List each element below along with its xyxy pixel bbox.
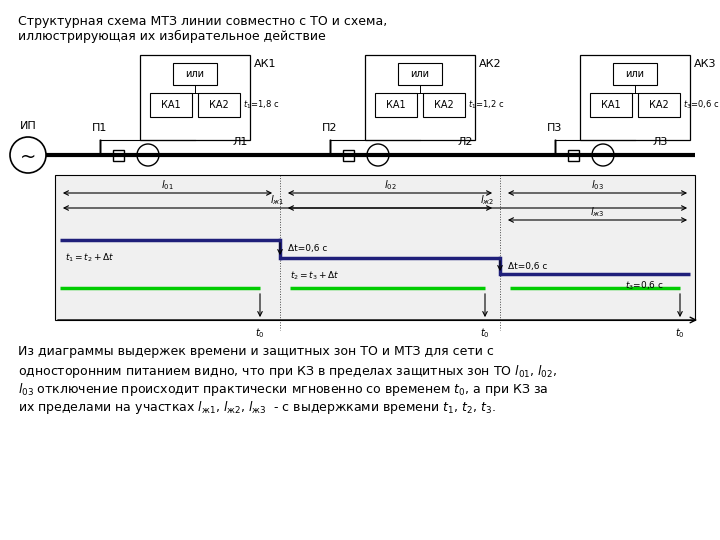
Text: иллюстрирующая их избирательное действие: иллюстрирующая их избирательное действие xyxy=(18,30,325,43)
Text: Структурная схема МТЗ линии совместно с ТО и схема,: Структурная схема МТЗ линии совместно с … xyxy=(18,15,387,28)
Text: односторонним питанием видно, что при КЗ в пределах защитных зон ТО $l_{01}$, $l: односторонним питанием видно, что при КЗ… xyxy=(18,363,557,380)
Bar xyxy=(398,63,442,85)
Circle shape xyxy=(137,144,159,166)
Bar xyxy=(140,55,250,140)
Text: Δt=0,6 c: Δt=0,6 c xyxy=(288,245,328,253)
Bar xyxy=(173,63,217,85)
Text: Л3: Л3 xyxy=(652,137,667,147)
Text: $l_{ж1}$: $l_{ж1}$ xyxy=(270,193,284,207)
Text: $t_2=t_3+\Delta t$: $t_2=t_3+\Delta t$ xyxy=(290,270,340,282)
Text: или: или xyxy=(410,69,430,79)
Text: $l_{03}$: $l_{03}$ xyxy=(591,178,604,192)
Text: КА1: КА1 xyxy=(161,100,181,110)
Bar xyxy=(365,55,475,140)
Text: $l_{01}$: $l_{01}$ xyxy=(161,178,174,192)
Bar xyxy=(638,93,680,117)
Text: $t_3$=0,6 c: $t_3$=0,6 c xyxy=(683,99,719,111)
Bar xyxy=(112,150,124,160)
Text: $l_{ж2}$: $l_{ж2}$ xyxy=(480,193,495,207)
Bar xyxy=(198,93,240,117)
Text: КА2: КА2 xyxy=(209,100,229,110)
Text: АК2: АК2 xyxy=(479,59,502,69)
Text: $t_1=t_2+\Delta t$: $t_1=t_2+\Delta t$ xyxy=(65,252,114,265)
Text: $l_{02}$: $l_{02}$ xyxy=(384,178,396,192)
Text: $t_1$=1,8 c: $t_1$=1,8 c xyxy=(243,99,279,111)
Text: их пределами на участках $l_{\text{ж}1}$, $l_{\text{ж}2}$, $l_{\text{ж}3}$  - с : их пределами на участках $l_{\text{ж}1}$… xyxy=(18,399,495,416)
Text: $t_0$: $t_0$ xyxy=(255,326,265,340)
Bar xyxy=(613,63,657,85)
Text: ИП: ИП xyxy=(19,121,37,131)
Text: $t_1$=1,2 c: $t_1$=1,2 c xyxy=(468,99,505,111)
Text: КА2: КА2 xyxy=(649,100,669,110)
Text: КА1: КА1 xyxy=(386,100,406,110)
Text: П1: П1 xyxy=(92,123,108,133)
Text: КА1: КА1 xyxy=(601,100,621,110)
Text: Из диаграммы выдержек времени и защитных зон ТО и МТЗ для сети с: Из диаграммы выдержек времени и защитных… xyxy=(18,345,494,358)
Text: или: или xyxy=(626,69,644,79)
Text: Л2: Л2 xyxy=(457,137,473,147)
Bar xyxy=(580,55,690,140)
Text: $t_0$: $t_0$ xyxy=(480,326,490,340)
Text: Δt=0,6 c: Δt=0,6 c xyxy=(508,261,547,271)
Text: $l_{ж3}$: $l_{ж3}$ xyxy=(590,205,605,219)
Bar xyxy=(567,150,578,160)
Circle shape xyxy=(592,144,614,166)
Bar xyxy=(375,93,417,117)
Bar xyxy=(590,93,632,117)
Text: ~: ~ xyxy=(20,147,36,166)
Bar xyxy=(150,93,192,117)
Text: П3: П3 xyxy=(547,123,563,133)
Bar xyxy=(423,93,465,117)
Circle shape xyxy=(367,144,389,166)
Text: П2: П2 xyxy=(323,123,338,133)
Text: АК3: АК3 xyxy=(694,59,716,69)
Text: $t_0$: $t_0$ xyxy=(675,326,685,340)
Bar xyxy=(55,175,695,320)
Text: КА2: КА2 xyxy=(434,100,454,110)
Text: или: или xyxy=(186,69,204,79)
Text: Л1: Л1 xyxy=(233,137,248,147)
Text: $l_{03}$ отключение происходит практически мгновенно со временем $t_0$, а при КЗ: $l_{03}$ отключение происходит практичес… xyxy=(18,381,549,398)
Text: $t_3$=0,6 c: $t_3$=0,6 c xyxy=(625,279,664,292)
Bar xyxy=(343,150,354,160)
Text: АК1: АК1 xyxy=(254,59,276,69)
